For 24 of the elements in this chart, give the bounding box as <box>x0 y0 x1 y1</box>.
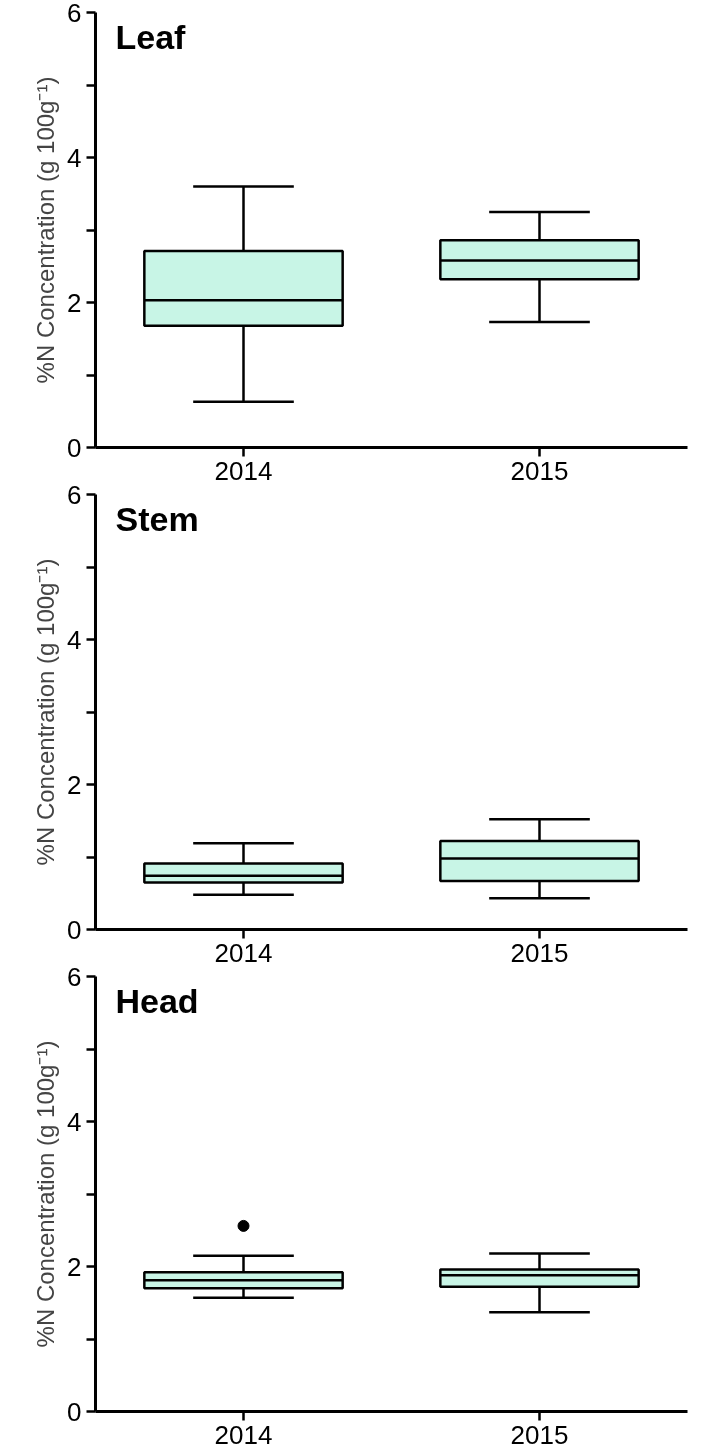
y-tick-label: 2 <box>67 287 82 318</box>
y-tick-label: 6 <box>67 479 82 510</box>
x-tick-label: 2014 <box>214 1419 273 1450</box>
y-tick-label: 2 <box>67 769 82 800</box>
chart-title: Leaf <box>115 17 187 56</box>
chart-title: Stem <box>115 499 199 538</box>
y-tick-label: 0 <box>67 1396 82 1427</box>
chart-title: Head <box>115 981 199 1020</box>
x-tick-label: 2014 <box>214 455 273 486</box>
y-tick-label: 2 <box>67 1251 82 1282</box>
y-axis-title: %N Concentration (g 100g⁻¹) <box>32 76 60 384</box>
x-tick-label: 2015 <box>510 1419 569 1450</box>
y-tick-label: 6 <box>67 961 82 992</box>
x-tick-label: 2015 <box>510 455 569 486</box>
x-tick-label: 2014 <box>214 937 273 968</box>
y-tick-label: 0 <box>67 432 82 463</box>
x-tick-label: 2015 <box>510 937 569 968</box>
y-axis-title: %N Concentration (g 100g⁻¹) <box>32 1040 60 1348</box>
y-tick-label: 4 <box>67 1106 82 1137</box>
y-tick-label: 4 <box>67 624 82 655</box>
y-tick-label: 0 <box>67 914 82 945</box>
y-tick-label: 4 <box>67 142 82 173</box>
y-axis-title: %N Concentration (g 100g⁻¹) <box>32 558 60 866</box>
y-tick-label: 6 <box>67 0 82 28</box>
